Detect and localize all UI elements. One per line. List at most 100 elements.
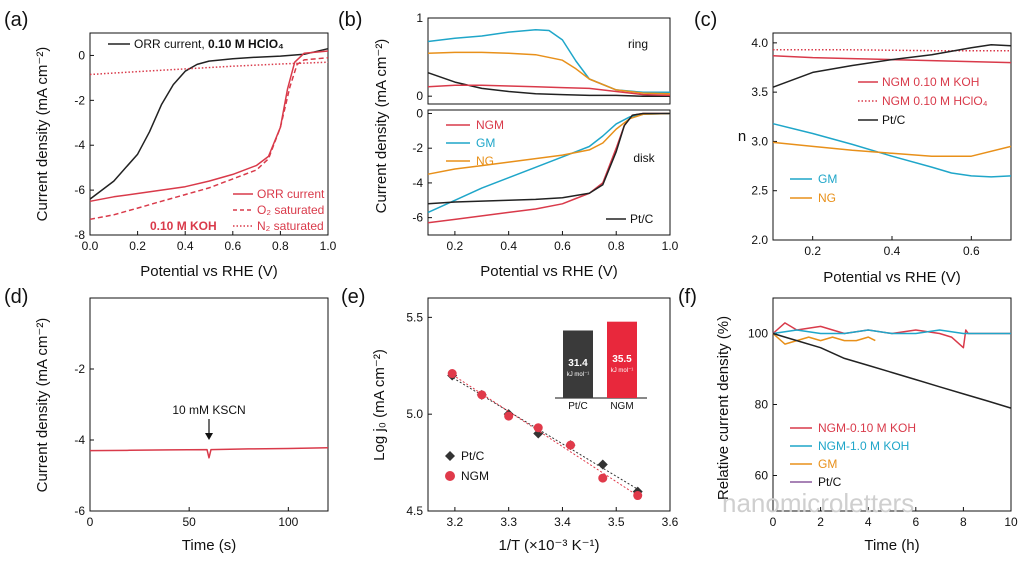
x-axis-label-c: Potential vs RHE (V) [823,269,961,286]
plot-frame-d [89,297,329,512]
inset-bar-chart: 31.4 kJ mol⁻¹ Pt/C 35.5 kJ mol⁻¹ NGM [555,321,647,412]
series-line-b-disk-3 [427,112,670,205]
annotation-a-koh: 0.10 M KOH [150,219,217,233]
legend-b-gm: GM [476,136,495,150]
ytick-label-e-1: 5.0 [406,407,423,421]
watermark-text: nanomicroletters [722,488,914,518]
series-line-b-ring-3 [427,84,671,97]
ytick-label-e-0: 4.5 [406,504,423,518]
legend-e-ngm: NGM [461,469,489,483]
ytick-label-a-2: -4 [74,138,85,152]
axis-ticks-b: 0 1 0.2 0.4 0.6 0.8 1.0 0 -2 -4 -6 [412,11,678,253]
axis-ticks-f: 0 2 4 6 8 10 60 80 100 [748,327,1018,530]
x-axis-label-e: 1/T (×10⁻³ K⁻¹) [498,537,599,554]
y-axis-label-a: Current density (mA cm⁻²) [34,47,51,222]
series-lines-d [89,447,329,459]
legend-marker-e-ptc [445,451,455,461]
inset-category-label-1: NGM [610,401,633,412]
panel-label-b: (b) [338,9,362,31]
series-line-a-0 [89,47,329,200]
y-axis-label-f: Relative current density (%) [715,316,732,500]
ytick-label-c-3: 3.5 [751,85,768,99]
ytick-label-d-1: -4 [74,433,85,447]
xtick-label-d-0: 0 [87,515,94,529]
ytick-label-c-4: 4.0 [751,36,768,50]
y-axis-label-d: Current density (mA cm⁻²) [34,318,51,493]
point-e-ngm-1 [477,390,487,400]
legend-a-orr: ORR current [257,187,325,201]
series-line-f-0 [772,322,1011,349]
point-e-ngm-0 [447,369,457,379]
series-line-f-2 [772,332,876,345]
xtick-label-a-3: 0.6 [224,239,241,253]
ytick-label-a-4: -8 [74,228,85,242]
plot-frame-c [772,32,1012,241]
plot-frame-f [772,297,1012,512]
xtick-label-a-4: 0.8 [272,239,289,253]
inset-bar-ngm [607,321,637,398]
xtick-label-e-0: 3.2 [447,515,464,529]
ytick-label-f-2: 100 [748,327,768,341]
xtick-label-e-1: 3.3 [500,515,517,529]
legend-c-hclo4: NGM 0.10 M HClO₄ [882,94,988,108]
series-line-b-disk-2 [427,112,671,175]
legend-c-ng: NG [818,191,836,205]
x-axis-label-a: Potential vs RHE (V) [140,263,278,280]
xtick-label-a-5: 1.0 [320,239,337,253]
inset-value-label-0: 31.4 [568,358,588,369]
series-lines-f [772,322,1012,409]
point-e-ngm-2 [504,411,514,421]
xtick-label-f-1: 2 [817,515,824,529]
series-line-c-1 [773,49,1011,52]
xtick-label-f-5: 10 [1004,515,1018,529]
panel-label-e: (e) [341,286,365,308]
x-axis-label-b: Potential vs RHE (V) [480,263,618,280]
point-e-ngm-4 [566,440,576,450]
axis-ticks-a: 0.0 0.2 0.4 0.6 0.8 1.0 0 -2 -4 -6 -8 [74,48,336,253]
inset-unit-label-0: kJ mol⁻¹ [567,372,590,378]
xtick-label-d-1: 50 [182,515,196,529]
series-line-b-ring-1 [427,51,671,95]
xtick-label-c-1: 0.4 [884,244,901,258]
ytick-label-b-disk-2: -4 [412,176,423,190]
ytick-label-c-2: 3.0 [751,134,768,148]
ytick-label-b-disk-1: -2 [412,141,423,155]
ytick-label-a-0: 0 [78,48,85,62]
xtick-label-b-disk-4: 1.0 [662,239,679,253]
legend-a-hclo4-bold: 0.10 M HClO₄ [208,37,284,51]
legend-f-ngm1: NGM-1.0 M KOH [818,439,909,453]
xtick-label-f-3: 6 [912,515,919,529]
legend-b-ngm: NGM [476,118,504,132]
xtick-label-f-4: 8 [960,515,967,529]
xtick-label-b-disk-3: 0.8 [608,239,625,253]
point-e-ngm-5 [598,473,608,483]
series-line-a-2 [89,50,329,203]
axis-ticks-d: 0 50 100 -2 -4 -6 [74,362,298,529]
series-line-a-3 [89,56,329,221]
series-line-b-disk-1 [427,112,671,214]
xtick-label-a-0: 0.0 [82,239,99,253]
plot-frame-a [89,32,329,236]
series-line-c-4 [772,141,1012,157]
legend-a-hclo4-prefix: ORR current, [134,37,208,51]
legend-a-n2: N₂ saturated [257,219,324,233]
y-axis-label-e: Log j₀ (mA cm⁻²) [371,349,388,461]
annotation-d-kscn: 10 mM KSCN [172,403,245,417]
y-axis-label-c: n [738,128,746,145]
series-line-d-0 [89,447,329,459]
legend-f-ngm01: NGM-0.10 M KOH [818,421,916,435]
ytick-label-c-1: 2.5 [751,184,768,198]
ytick-label-b-ring-0: 0 [416,89,423,103]
scatter-points-e [447,369,643,501]
xtick-label-f-0: 0 [770,515,777,529]
series-lines-b [427,28,671,224]
y-axis-label-b: Current density (mA cm⁻²) [373,39,390,214]
series-lines-a [89,47,329,221]
xtick-label-f-2: 4 [865,515,872,529]
ytick-label-f-1: 80 [755,398,769,412]
xtick-label-c-0: 0.2 [804,244,821,258]
legend-marker-e-ngm [445,471,455,481]
xtick-label-e-3: 3.5 [608,515,625,529]
axis-ticks-c: 0.2 0.4 0.6 2.0 2.5 3.0 3.5 4.0 [751,36,980,258]
